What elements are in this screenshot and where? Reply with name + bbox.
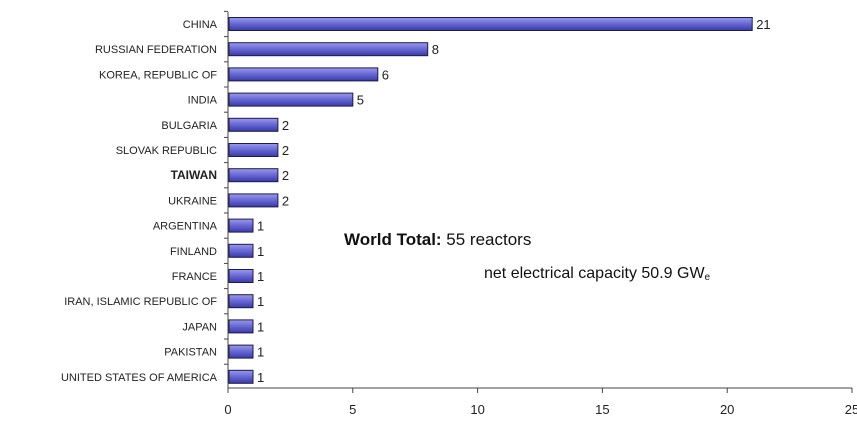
category-label-finland: FINLAND [170, 246, 217, 258]
value-label-taiwan: 2 [282, 168, 289, 183]
value-label-slovak-republic: 2 [282, 143, 289, 158]
value-label-iran-islamic-republic-of: 1 [257, 294, 264, 309]
bars-layer [228, 17, 753, 384]
value-label-pakistan: 1 [257, 345, 264, 360]
category-label-iran-islamic-republic-of: IRAN, ISLAMIC REPUBLIC OF [64, 296, 217, 308]
value-label-argentina: 1 [257, 219, 264, 234]
category-label-china: CHINA [183, 19, 218, 31]
bar-france [228, 269, 254, 283]
x-tick-label-20: 20 [720, 402, 734, 417]
x-tick-label-5: 5 [349, 402, 356, 417]
value-label-china: 21 [756, 17, 770, 32]
value-label-korea-republic-of: 6 [382, 67, 389, 82]
category-label-taiwan: TAIWAN [171, 168, 217, 182]
x-axis: 0 5 10 15 20 25 [224, 10, 857, 417]
category-label-argentina: ARGENTINA [153, 221, 218, 233]
x-tick-label-25: 25 [845, 402, 857, 417]
category-label-united-states-of-america: UNITED STATES OF AMERICA [61, 372, 218, 384]
bar-pakistan [228, 344, 254, 359]
value-label-france: 1 [257, 269, 264, 284]
bar-bulgaria [228, 117, 279, 132]
bar-korea-republic-of [228, 67, 379, 82]
bar-ukraine [228, 193, 279, 208]
bar-russian-federation [228, 42, 429, 57]
bar-slovak-republic [228, 143, 279, 157]
category-label-slovak-republic: SLOVAK REPUBLIC [116, 145, 217, 157]
world-total-label: World Total: [344, 230, 442, 249]
bar-japan [228, 319, 254, 334]
world-total-annotation: World Total: 55 reactors [344, 230, 531, 250]
world-total-value: 55 reactors [441, 230, 532, 249]
x-tick-label-0: 0 [224, 402, 231, 417]
bar-taiwan [228, 168, 279, 183]
category-label-korea-republic-of: KOREA, REPUBLIC OF [99, 69, 217, 81]
x-tick-label-10: 10 [470, 402, 484, 417]
value-label-japan: 1 [257, 319, 264, 334]
category-label-japan: JAPAN [182, 321, 217, 333]
category-labels: CHINA RUSSIAN FEDERATION KOREA, REPUBLIC O… [61, 19, 218, 384]
category-label-india: INDIA [188, 95, 218, 107]
value-label-bulgaria: 2 [282, 118, 289, 133]
category-label-russian-federation: RUSSIAN FEDERATION [95, 44, 217, 56]
bar-iran-islamic-republic-of [228, 294, 254, 309]
bar-finland [228, 243, 254, 258]
net-capacity-subscript: e [704, 272, 711, 283]
value-label-russian-federation: 8 [432, 42, 439, 57]
bar-argentina [228, 218, 254, 233]
bar-china [228, 17, 753, 31]
x-tick-label-15: 15 [595, 402, 609, 417]
bar-india [228, 92, 354, 107]
net-capacity-annotation: net electrical capacity 50.9 GWe [484, 265, 710, 283]
value-label-india: 5 [357, 93, 364, 108]
bar-united-states-of-america [228, 369, 254, 384]
category-label-bulgaria: BULGARIA [161, 120, 217, 132]
value-label-ukraine: 2 [282, 193, 289, 208]
value-label-united-states-of-america: 1 [257, 370, 264, 385]
category-label-pakistan: PAKISTAN [164, 347, 217, 359]
net-capacity-text: net electrical capacity 50.9 GW [484, 265, 705, 282]
category-label-france: FRANCE [172, 271, 217, 283]
value-label-finland: 1 [257, 244, 264, 259]
category-label-ukraine: UKRAINE [168, 195, 217, 207]
